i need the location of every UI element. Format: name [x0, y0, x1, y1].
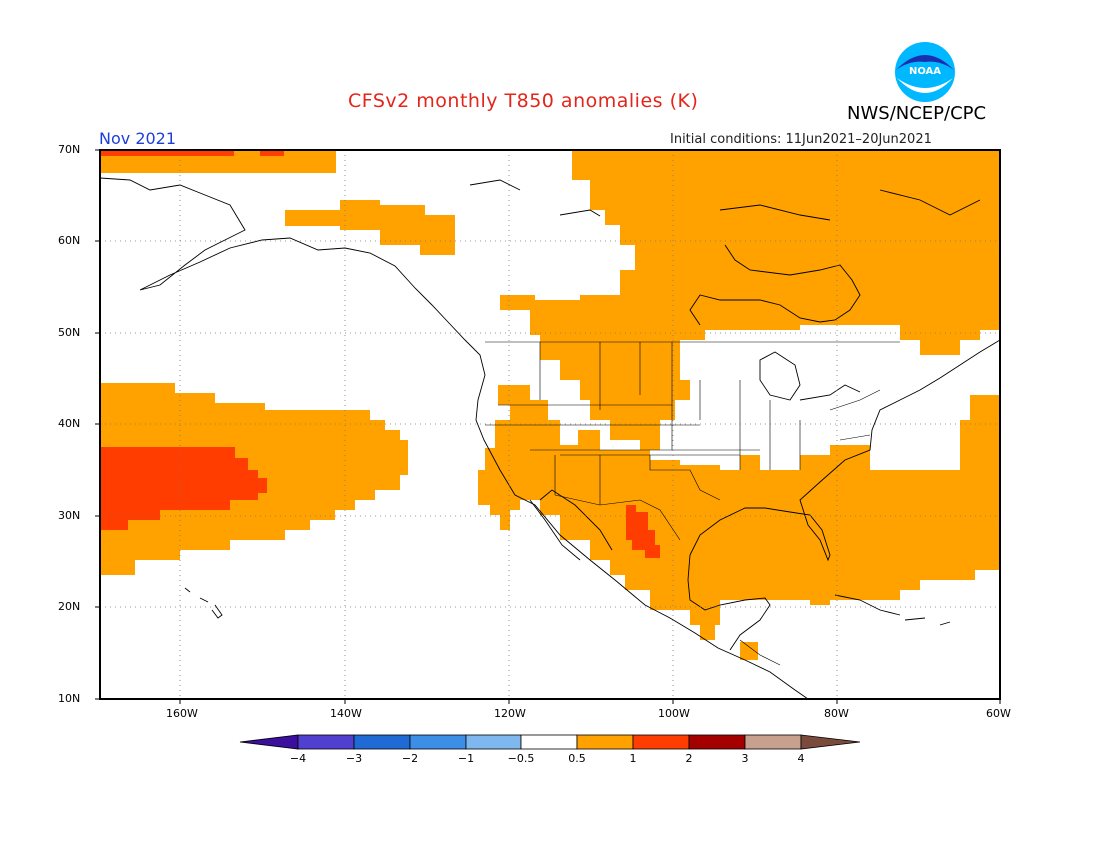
lon-label: 120W	[494, 707, 526, 720]
map-panel	[95, 149, 1001, 704]
noaa-logo-text: NOAA	[909, 66, 941, 77]
agency-label: NWS/NCEP/CPC	[847, 103, 987, 124]
warm-anomaly-area	[740, 642, 758, 660]
coastlines	[99, 177, 1001, 700]
lat-label: 40N	[58, 417, 81, 430]
colorbar-label: 1	[629, 752, 637, 765]
colorbar-label: 0.5	[568, 752, 586, 765]
colorbar-swatch	[409, 734, 467, 750]
lat-label: 50N	[58, 326, 81, 339]
colorbar-label: 2	[685, 752, 693, 765]
colorbar	[239, 734, 861, 750]
colorbar-label: −1	[457, 752, 475, 765]
graticule	[100, 150, 1000, 699]
colorbar-label: −3	[345, 752, 363, 765]
forecast-month: Nov 2021	[99, 129, 177, 148]
colorbar-swatch	[576, 734, 634, 750]
noaa-logo: NOAA	[895, 42, 955, 102]
colorbar-upper-arrow	[800, 734, 861, 750]
noaa-logo-hitbox	[894, 42, 956, 104]
colorbar-swatch	[465, 734, 522, 750]
lat-label: 70N	[58, 143, 81, 156]
colorbar-swatch	[632, 734, 690, 750]
lat-label: 20N	[58, 600, 81, 613]
lon-label: 100W	[658, 707, 690, 720]
political-borders	[485, 341, 900, 666]
hot-anomaly-area	[260, 150, 284, 156]
initial-conditions: Initial conditions: 11Jun2021–20Jun2021	[670, 132, 932, 147]
colorbar-label: −4	[289, 752, 307, 765]
lat-label: 10N	[58, 692, 81, 705]
colorbar-swatch	[744, 734, 802, 750]
hot-anomaly-area	[100, 447, 267, 530]
lat-label: 30N	[58, 509, 81, 522]
colorbar-swatch	[688, 734, 746, 750]
colorbar-swatch	[297, 734, 355, 750]
lat-label: 60N	[58, 234, 81, 247]
warm-anomaly-area	[478, 385, 1000, 640]
hot-anomaly-area	[100, 150, 234, 156]
colorbar-label: 3	[741, 752, 749, 765]
map-frame	[99, 149, 1001, 700]
warm-anomaly-area	[285, 200, 455, 255]
colorbar-label: −0.5	[507, 752, 535, 765]
colorbar-swatch	[353, 734, 411, 750]
lon-label: 140W	[330, 707, 362, 720]
colorbar-label: 4	[797, 752, 805, 765]
colorbar-swatch	[520, 734, 578, 750]
lon-label: 60W	[986, 707, 1011, 720]
lon-label: 80W	[824, 707, 849, 720]
chart-title: CFSv2 monthly T850 anomalies (K)	[348, 90, 699, 112]
colorbar-label: −2	[401, 752, 419, 765]
colorbar-lower-arrow	[239, 734, 299, 750]
lon-label: 160W	[166, 707, 198, 720]
hot-anomaly-area	[626, 505, 660, 558]
